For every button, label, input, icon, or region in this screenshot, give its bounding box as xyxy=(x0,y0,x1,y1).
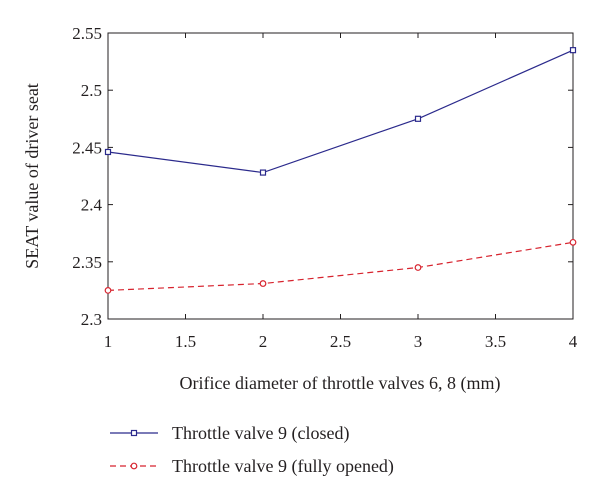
series-layer xyxy=(104,47,577,294)
x-tick-label: 3 xyxy=(414,332,423,351)
x-tick-label: 1 xyxy=(104,332,113,351)
series-2-point xyxy=(414,264,422,271)
y-tick-label: 2.45 xyxy=(72,138,102,157)
series-2-point xyxy=(569,238,577,246)
series-1-point xyxy=(414,115,422,122)
series-2-line xyxy=(107,241,574,291)
legend-label: Throttle valve 9 (fully opened) xyxy=(172,456,394,477)
y-tick-label: 2.55 xyxy=(72,24,102,43)
legend-item: Throttle valve 9 (closed) xyxy=(110,423,349,444)
y-axis-ticks: 2.3 2.35 2.4 2.45 2.5 2.55 xyxy=(72,24,573,329)
series-2-point xyxy=(259,280,267,287)
x-tick-label: 2 xyxy=(259,332,268,351)
x-tick-label: 4 xyxy=(569,332,578,351)
x-tick-label: 2.5 xyxy=(330,332,351,351)
series-1-point xyxy=(104,148,112,156)
y-axis-title: SEAT value of driver seat xyxy=(22,83,42,269)
x-axis-title: Orifice diameter of throttle valves 6, 8… xyxy=(180,373,501,394)
legend-item: Throttle valve 9 (fully opened) xyxy=(110,456,394,477)
legend: Throttle valve 9 (closed) Throttle valve … xyxy=(110,423,394,477)
x-axis-ticks: 1 1.5 2 2.5 3 3.5 4 xyxy=(104,33,578,351)
series-1-point xyxy=(259,169,267,176)
legend-marker xyxy=(130,429,138,437)
y-tick-label: 2.35 xyxy=(72,253,102,272)
series-1 xyxy=(104,47,577,176)
legend-label: Throttle valve 9 (closed) xyxy=(172,423,349,444)
series-2 xyxy=(104,238,577,294)
series-1-line xyxy=(107,49,574,174)
x-tick-label: 1.5 xyxy=(175,332,196,351)
y-tick-label: 2.3 xyxy=(81,310,102,329)
y-tick-label: 2.5 xyxy=(81,81,102,100)
x-tick-label: 3.5 xyxy=(485,332,506,351)
series-2-point xyxy=(104,287,112,294)
legend-marker xyxy=(130,462,138,470)
series-1-point xyxy=(569,47,577,54)
y-tick-label: 2.4 xyxy=(81,196,103,215)
